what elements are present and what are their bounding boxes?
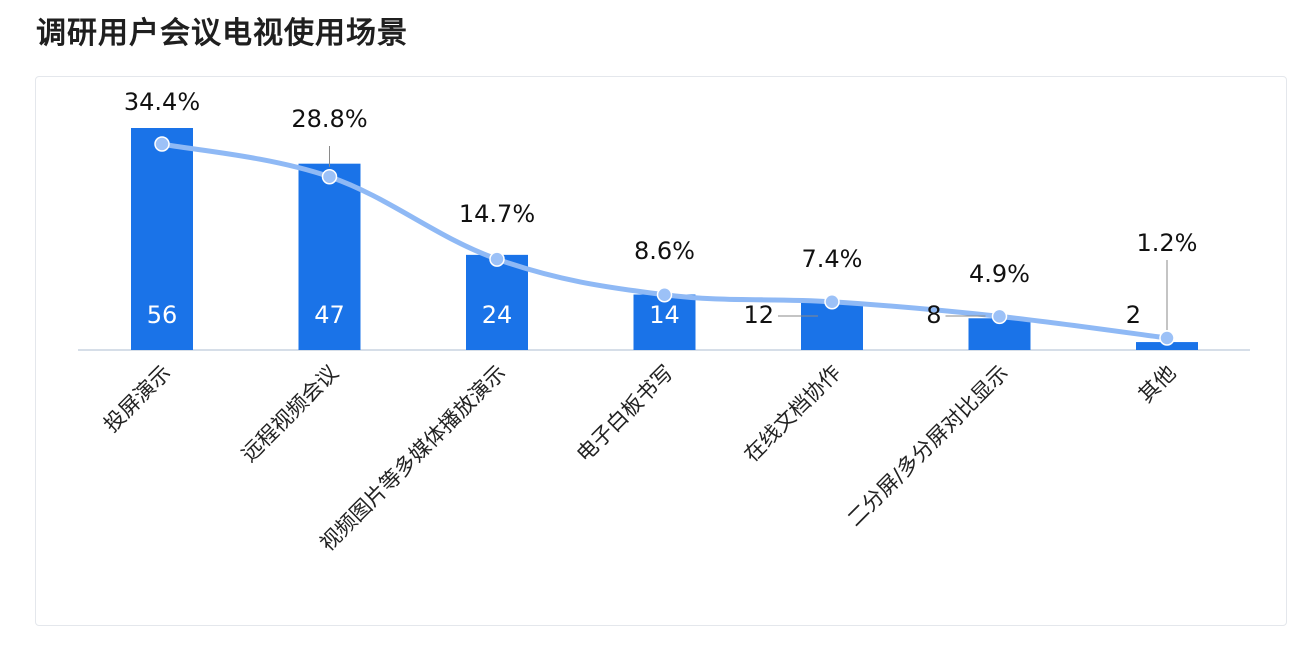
bar-2 bbox=[466, 254, 528, 350]
category-label-0: 投屏演示 bbox=[99, 361, 175, 437]
trend-point-4 bbox=[824, 294, 840, 310]
category-label-5: 二分屏/多分屏对比显示 bbox=[843, 361, 1013, 531]
count-label-6: 2 bbox=[1126, 301, 1141, 329]
count-label-0: 56 bbox=[147, 301, 178, 329]
trend-point-5 bbox=[991, 308, 1008, 325]
chart-frame bbox=[35, 76, 1287, 626]
bar-1 bbox=[298, 163, 361, 350]
percent-label-5: 4.9% bbox=[969, 260, 1030, 288]
category-label-2: 视频图片等多媒体播放演示 bbox=[315, 361, 510, 556]
bar-0 bbox=[131, 128, 193, 350]
bar-6 bbox=[1136, 342, 1198, 350]
trend-point-1 bbox=[321, 168, 338, 185]
count-label-5: 8 bbox=[926, 301, 941, 329]
trend-point-2 bbox=[489, 251, 505, 267]
bar-3 bbox=[633, 294, 696, 350]
count-label-3: 14 bbox=[649, 301, 680, 329]
percent-label-3: 8.6% bbox=[634, 237, 695, 265]
category-label-3: 电子白板书写 bbox=[572, 361, 678, 467]
percent-label-1: 28.8% bbox=[291, 105, 367, 133]
category-label-1: 远程视频会议 bbox=[237, 361, 343, 467]
trend-point-0 bbox=[154, 136, 170, 152]
percent-label-2: 14.7% bbox=[459, 200, 535, 228]
count-label-1: 47 bbox=[314, 301, 345, 329]
count-label-2: 24 bbox=[482, 301, 513, 329]
page-title: 调研用户会议电视使用场景 bbox=[36, 16, 408, 51]
category-label-6: 其他 bbox=[1134, 361, 1181, 408]
percent-label-0: 34.4% bbox=[124, 88, 200, 116]
percent-label-6: 1.2% bbox=[1137, 229, 1198, 257]
percent-label-4: 7.4% bbox=[802, 245, 863, 273]
category-label-4: 在线文档协作 bbox=[739, 361, 845, 467]
trend-point-6 bbox=[1159, 330, 1175, 346]
trend-point-3 bbox=[656, 287, 673, 303]
bar-4 bbox=[801, 302, 863, 350]
count-label-4: 12 bbox=[743, 301, 774, 329]
